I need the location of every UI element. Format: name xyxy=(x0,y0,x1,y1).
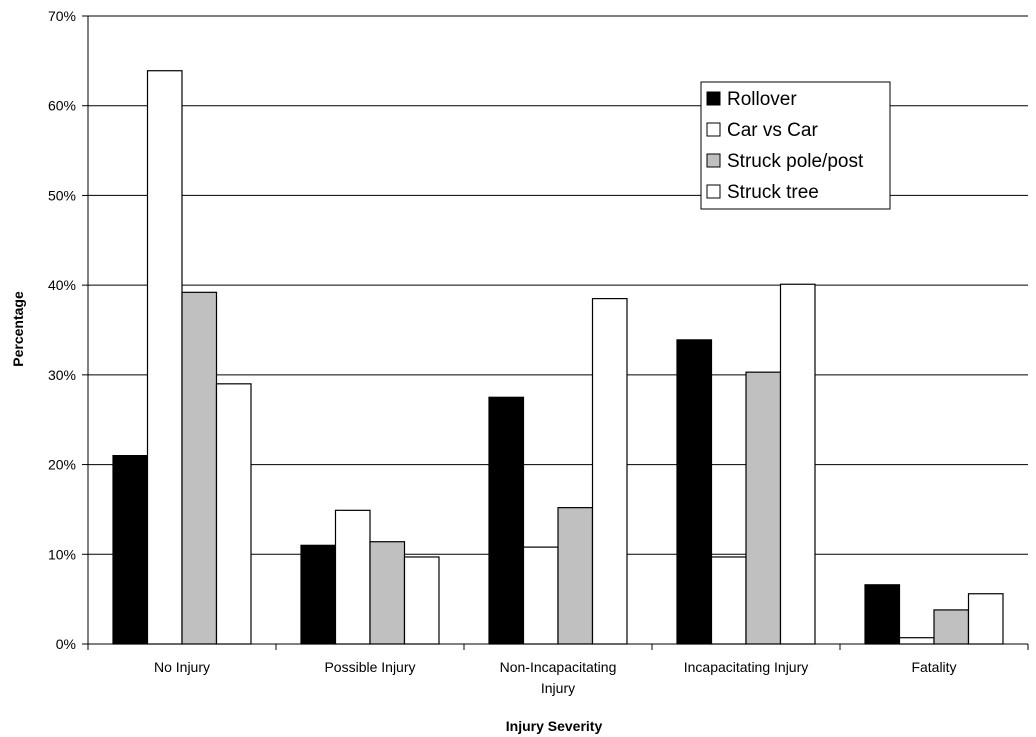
bar-struck-pole-post xyxy=(745,371,782,645)
bar-rollover xyxy=(488,396,525,645)
bar-car-vs-car xyxy=(710,556,747,645)
legend-label-struck-pole-post: Struck pole/post xyxy=(727,151,864,172)
x-tick-label: Injury xyxy=(541,680,575,696)
y-tick-label: 40% xyxy=(48,277,76,293)
legend-box xyxy=(700,81,891,210)
bar-rollover xyxy=(112,455,149,645)
x-tick-label: No Injury xyxy=(154,659,210,675)
y-tick-label: 0% xyxy=(56,636,76,652)
bar-struck-tree xyxy=(779,283,816,645)
bar-car-vs-car xyxy=(146,70,183,645)
bar-struck-pole-post xyxy=(369,541,406,645)
legend-label-car-vs-car: Car vs Car xyxy=(727,120,818,141)
y-tick-label: 50% xyxy=(48,187,76,203)
bar-struck-tree xyxy=(967,593,1004,645)
legend-swatch-rollover xyxy=(706,91,721,106)
y-axis-ticks: 0% 10% 20% 30% 40% 50% 60% 70% xyxy=(48,8,88,652)
legend: Rollover Car vs Car Struck pole/post Struck… xyxy=(700,81,891,210)
x-tick-label: Non-Incapacitating xyxy=(500,659,617,675)
bar-struck-pole-post xyxy=(933,609,970,645)
bar-struck-tree xyxy=(215,383,252,645)
bar-struck-tree xyxy=(591,298,628,645)
legend-swatch-struck-pole-post xyxy=(706,153,721,168)
y-tick-label: 30% xyxy=(48,367,76,383)
y-axis-title: Percentage xyxy=(10,291,26,367)
y-tick-label: 60% xyxy=(48,98,76,114)
x-axis-title: Injury Severity xyxy=(506,718,603,734)
bar-struck-pole-post xyxy=(557,507,594,645)
bar-struck-tree xyxy=(403,556,440,645)
x-tick-label: Incapacitating Injury xyxy=(684,659,809,675)
y-tick-label: 20% xyxy=(48,457,76,473)
y-tick-label: 10% xyxy=(48,546,76,562)
legend-swatch-car-vs-car xyxy=(706,122,721,137)
bar-car-vs-car xyxy=(898,637,935,645)
bar-rollover xyxy=(676,339,713,645)
bar-rollover xyxy=(300,544,337,645)
bar-rollover xyxy=(864,584,901,645)
bar-struck-pole-post xyxy=(181,291,218,645)
bar-car-vs-car xyxy=(334,509,371,645)
x-axis-ticks: No Injury Possible Injury Non-Incapacitati… xyxy=(87,644,1029,696)
legend-label-struck-tree: Struck tree xyxy=(727,182,819,203)
y-tick-label: 70% xyxy=(48,8,76,24)
bar-car-vs-car xyxy=(522,546,559,645)
legend-label-rollover: Rollover xyxy=(727,89,797,110)
x-tick-label: Possible Injury xyxy=(324,659,415,675)
bars xyxy=(112,70,1004,645)
legend-swatch-struck-tree xyxy=(706,184,721,199)
axes xyxy=(87,16,1028,645)
x-tick-label: Fatality xyxy=(911,659,956,675)
